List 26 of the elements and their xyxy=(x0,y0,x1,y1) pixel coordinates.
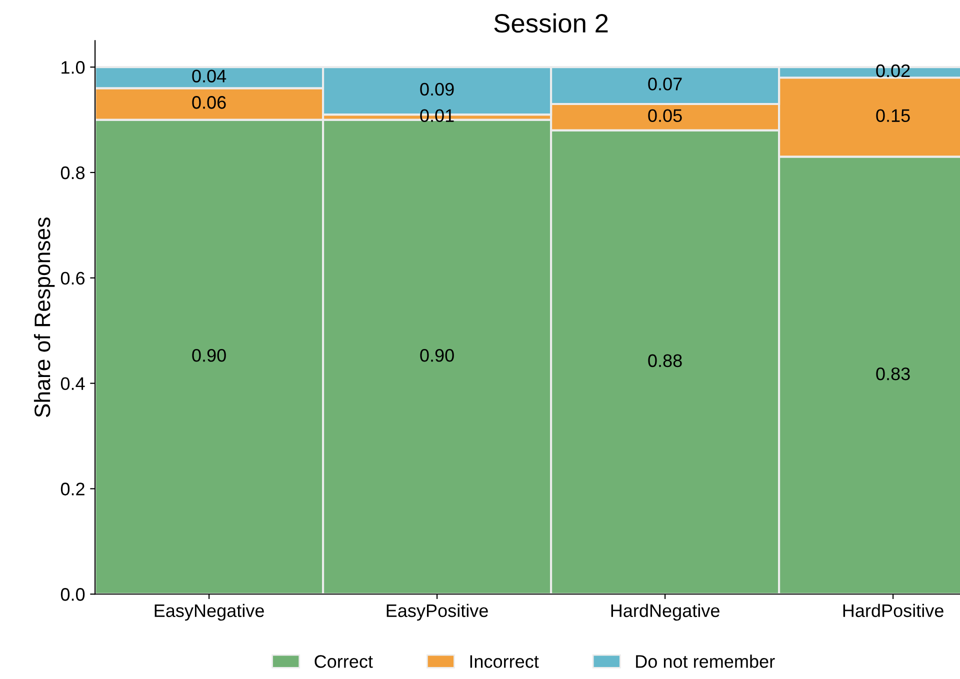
data-label: 0.09 xyxy=(420,82,454,96)
data-label: 0.05 xyxy=(648,109,682,122)
y-tick-label: 0.6 xyxy=(60,272,85,285)
legend-label: Do not remember xyxy=(636,654,775,668)
data-label: 0.90 xyxy=(192,349,226,362)
data-label: 0.04 xyxy=(192,70,226,82)
legend-label: Incorrect xyxy=(470,655,539,668)
x-tick-label: EasyPositive xyxy=(386,604,488,621)
y-axis-title: Share of Responses xyxy=(34,218,55,418)
legend-label: Correct xyxy=(314,655,373,668)
x-tick-label: EasyNegative xyxy=(154,604,264,621)
data-label: 0.15 xyxy=(876,109,910,122)
y-tick-label: 0.0 xyxy=(60,588,85,601)
data-label: 0.90 xyxy=(420,349,454,362)
data-label: 0.06 xyxy=(192,96,226,109)
data-label: 0.02 xyxy=(876,64,910,78)
y-tick-label: 0.4 xyxy=(60,377,85,390)
x-tick-label: HardPositive xyxy=(843,604,944,618)
y-tick-label: 0.8 xyxy=(60,166,85,180)
data-label: 0.07 xyxy=(648,78,682,90)
chart-title: Session 2 xyxy=(494,13,608,33)
x-tick-label: HardNegative xyxy=(611,604,720,621)
data-label: 0.83 xyxy=(876,367,910,380)
y-tick-label: 1.0 xyxy=(62,61,85,74)
y-tick-label: 0.2 xyxy=(60,482,84,496)
data-label: 0.88 xyxy=(648,354,682,368)
